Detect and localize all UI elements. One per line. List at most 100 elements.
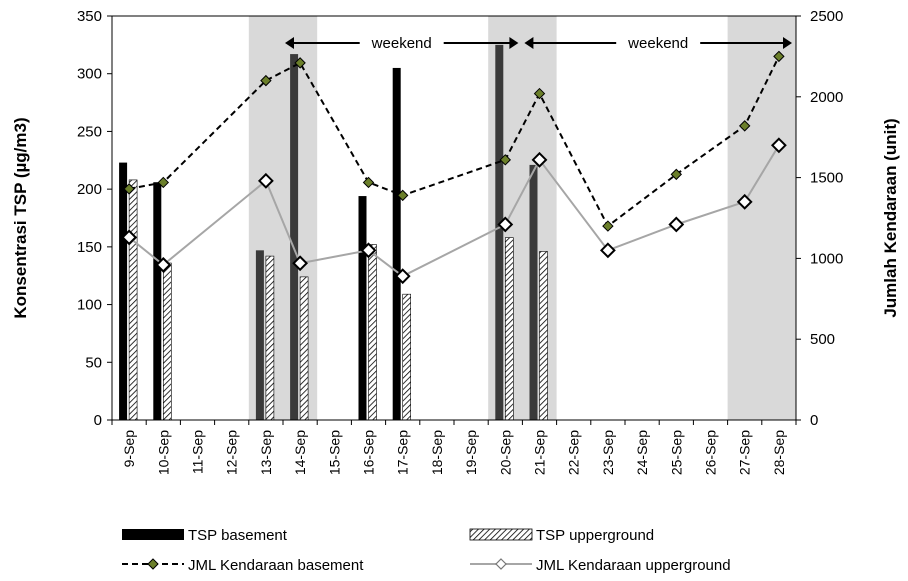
bar-tsp-upperground bbox=[163, 262, 172, 421]
x-tick-label: 19-Sep bbox=[463, 430, 479, 475]
point-open-diamond bbox=[599, 242, 616, 259]
point-open-diamond bbox=[531, 151, 548, 168]
point-open-diamond bbox=[257, 172, 274, 189]
bar-tsp-upperground bbox=[539, 251, 548, 421]
x-tick-label: 13-Sep bbox=[258, 430, 274, 475]
x-tick-label: 15-Sep bbox=[326, 430, 342, 475]
y-tick-label: 100 bbox=[77, 297, 102, 314]
point-open-diamond bbox=[121, 229, 138, 246]
y-tick-label: 50 bbox=[85, 354, 102, 371]
point-open-diamond bbox=[736, 193, 753, 210]
weekend-arrowhead-right bbox=[509, 37, 519, 49]
x-tick-label: 11-Sep bbox=[190, 430, 206, 474]
bar-tsp-upperground bbox=[265, 255, 275, 421]
x-tick-label: 10-Sep bbox=[155, 430, 171, 475]
point-filled-diamond bbox=[260, 74, 272, 87]
point-filled-diamond bbox=[533, 87, 546, 100]
y2-tick-label: 0 bbox=[810, 412, 818, 429]
point-filled-diamond bbox=[294, 57, 306, 69]
bar-tsp-basement bbox=[290, 54, 299, 420]
legend: TSP basement TSP upperground JML Kendaraan… bbox=[122, 527, 731, 574]
y2-tick-label: 1500 bbox=[810, 170, 843, 187]
x-tick-label: 12-Sep bbox=[224, 430, 240, 475]
legend-label: TSP upperground bbox=[536, 527, 654, 544]
x-tick-label: 20-Sep bbox=[497, 430, 513, 475]
x-tick-label: 27-Sep bbox=[737, 430, 753, 475]
x-tick-label: 28-Sep bbox=[771, 430, 787, 475]
point-open-diamond bbox=[155, 256, 172, 273]
weekend-label: weekend bbox=[627, 35, 688, 52]
y2-tick-label: 1000 bbox=[810, 250, 843, 267]
bar-tsp-upperground bbox=[402, 293, 412, 421]
y2-axis-title: Jumlah Kendaraan (unit) bbox=[881, 118, 900, 317]
legend-item: JML Kendaraan basement bbox=[122, 557, 364, 574]
legend-item: TSP basement bbox=[122, 527, 288, 544]
legend-marker-filled-diamond bbox=[147, 558, 159, 570]
bar-tsp-upperground bbox=[128, 179, 138, 421]
x-tick-label: 16-Sep bbox=[361, 430, 377, 475]
point-open-diamond bbox=[668, 216, 685, 233]
legend-swatch-hatch bbox=[469, 528, 533, 541]
legend-swatch-solid bbox=[122, 529, 184, 540]
bar-tsp-basement bbox=[358, 196, 367, 420]
legend-label: JML Kendaraan upperground bbox=[536, 557, 731, 574]
point-filled-diamond bbox=[602, 220, 614, 232]
bar-tsp-basement bbox=[255, 250, 264, 420]
point-filled-diamond bbox=[499, 154, 512, 166]
legend-item: TSP upperground bbox=[469, 527, 654, 544]
annotations: weekend weekend bbox=[285, 35, 792, 52]
y2-tick-label: 500 bbox=[810, 331, 835, 348]
bar-tsp-upperground bbox=[504, 237, 514, 421]
point-filled-diamond bbox=[157, 176, 170, 189]
x-tick-label: 22-Sep bbox=[566, 430, 582, 475]
y2-tick-label: 2000 bbox=[810, 89, 843, 106]
weekend-arrowhead-left bbox=[285, 37, 294, 49]
point-filled-diamond bbox=[362, 176, 375, 189]
y-tick-label: 250 bbox=[77, 123, 102, 140]
point-open-diamond bbox=[394, 268, 411, 285]
bar-tsp-basement bbox=[153, 182, 162, 420]
weekend-arrowhead-right bbox=[783, 37, 792, 49]
y-tick-label: 0 bbox=[94, 412, 102, 429]
weekend-shading bbox=[248, 16, 796, 420]
y-tick-label: 350 bbox=[77, 8, 102, 25]
bar-tsp-basement bbox=[495, 44, 504, 420]
bar-tsp-upperground bbox=[368, 244, 377, 421]
y-tick-label: 300 bbox=[77, 66, 102, 83]
point-open-diamond bbox=[770, 137, 787, 154]
legend-label: JML Kendaraan basement bbox=[188, 557, 364, 574]
point-filled-diamond bbox=[123, 183, 135, 195]
y2-tick-label: 2500 bbox=[810, 8, 843, 25]
y-axis-title: Konsentrasi TSP (µg/m3) bbox=[11, 117, 30, 318]
point-filled-diamond bbox=[396, 189, 409, 202]
point-filled-diamond bbox=[738, 120, 751, 132]
bar-tsp-upperground bbox=[299, 276, 309, 421]
point-open-diamond bbox=[292, 255, 309, 272]
legend-marker-open-diamond bbox=[495, 558, 507, 570]
legend-label: TSP basement bbox=[188, 527, 288, 544]
x-tick-label: 23-Sep bbox=[600, 430, 616, 475]
x-tick-label: 26-Sep bbox=[703, 430, 719, 475]
bar-tsp-basement bbox=[119, 162, 128, 420]
x-tick-label: 25-Sep bbox=[668, 430, 684, 475]
x-tick-label: 17-Sep bbox=[395, 430, 411, 475]
x-tick-label: 21-Sep bbox=[532, 430, 548, 475]
weekend-band bbox=[727, 16, 796, 420]
weekend-label: weekend bbox=[371, 35, 432, 52]
x-tick-label: 14-Sep bbox=[292, 430, 308, 475]
legend-item: JML Kendaraan upperground bbox=[470, 557, 731, 574]
bar-tsp-basement bbox=[529, 164, 538, 420]
axes: 0 50 100 150 200 250 300 350 0 500 1000 1500 2000 250… bbox=[11, 8, 900, 475]
x-tick-label: 24-Sep bbox=[634, 430, 650, 475]
y-tick-label: 150 bbox=[77, 239, 102, 256]
point-filled-diamond bbox=[773, 50, 785, 63]
y-tick-label: 200 bbox=[77, 181, 102, 198]
point-open-diamond bbox=[360, 242, 377, 259]
point-filled-diamond bbox=[670, 168, 683, 181]
x-tick-label: 9-Sep bbox=[121, 430, 137, 468]
series-line-jml-kendaraan-basement bbox=[128, 55, 780, 228]
x-tick-label: 18-Sep bbox=[429, 430, 445, 475]
bar-layer bbox=[119, 44, 548, 421]
weekend-arrowhead-left bbox=[524, 37, 534, 49]
